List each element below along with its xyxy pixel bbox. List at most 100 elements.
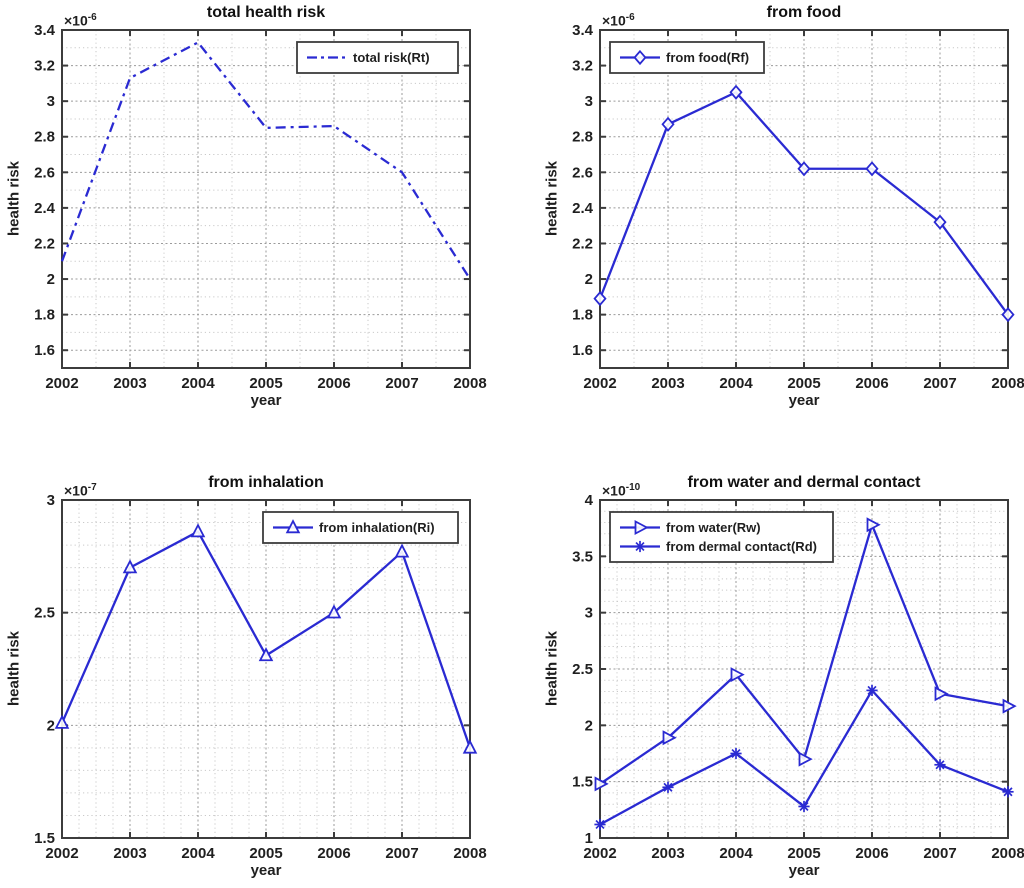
y-tick-label: 2.6 [572,164,593,181]
x-tick-label: 2006 [317,845,350,862]
plot-area-from-inhalation: 2002 2003 2004 2005 2006 2007 2008 1.5 2 2.5 3 from… [34,492,487,862]
y-tick-label: 3 [47,492,55,509]
y-tick-label: 4 [585,492,594,509]
x-tick-label: 2004 [181,375,215,392]
y-tick-label: 3 [585,605,593,622]
x-axis-label: year [788,862,820,879]
subplot-from-inhalation: 2002 2003 2004 2005 2006 2007 2008 1.5 2 2.5 3 from… [0,444,512,888]
x-tick-label: 2004 [719,375,753,392]
chart-title: from water and dermal contact [687,474,921,491]
triangle-right-marker [1002,698,1017,714]
x-tick-label: 2007 [385,375,418,392]
y-axis-exponent-label: ×10-6 [602,12,635,29]
x-tick-label: 2005 [787,845,820,862]
x-tick-label: 2008 [991,375,1024,392]
asterisk-marker [662,781,674,793]
legend-label: total risk(Rt) [353,50,430,65]
asterisk-marker [934,759,946,771]
diamond-marker [797,161,811,177]
y-tick-label: 2.8 [572,129,593,146]
diamond-marker [933,214,947,230]
y-tick-label: 2.2 [34,235,55,252]
x-axis-label: year [250,392,282,409]
triangle-right-marker [798,751,813,767]
x-tick-label: 2003 [113,845,146,862]
y-tick-label: 2.2 [572,235,593,252]
asterisk-marker [594,818,606,831]
triangle-right-marker [594,776,609,792]
axes-box [61,29,471,369]
diamond-marker [865,161,879,177]
y-tick-label: 2.4 [34,200,56,217]
x-tick-label: 2003 [651,845,684,862]
y-tick-label: 2.5 [572,661,593,678]
x-tick-label: 2005 [787,375,820,392]
diamond-marker [729,84,743,100]
triangle-up-marker [326,604,342,619]
y-tick-label: 3 [585,93,593,110]
x-tick-label: 2004 [181,845,215,862]
y-tick-label: 2 [585,717,593,734]
x-tick-label: 2008 [453,375,486,392]
subplot-from-water-and-dermal-contact: 2002 2003 2004 2005 2006 2007 2008 1 1.5 2 2.5 3 3.5… [512,444,1024,888]
x-tick-label: 2006 [855,845,888,862]
asterisk-marker [730,747,742,760]
x-tick-label: 2008 [453,845,486,862]
triangle-up-marker [258,647,274,662]
chart-title: from food [766,4,842,21]
legend-box [609,511,834,563]
diamond-marker [1001,307,1015,323]
x-tick-label: 2005 [249,845,282,862]
triangle-right-marker [866,517,881,533]
chart-title: total health risk [206,4,326,21]
axes-box [61,499,471,839]
x-tick-label: 2006 [855,375,888,392]
y-tick-label: 3.5 [572,548,593,565]
asterisk-marker [866,684,878,697]
x-tick-label: 2004 [719,845,753,862]
y-axis-exponent-label: ×10-7 [64,482,97,499]
x-axis-label: year [788,392,820,409]
y-tick-label: 3.4 [34,22,56,39]
subplot-from-food: 2002 2003 2004 2005 2006 2007 2008 1.6 1.8 2 2.2 2.… [512,0,1024,444]
x-tick-label: 2007 [923,375,956,392]
diamond-marker [593,291,607,307]
y-tick-label: 1.8 [34,307,55,324]
y-tick-label: 1 [585,830,593,847]
x-tick-label: 2002 [45,845,78,862]
y-tick-label: 2 [47,271,55,288]
axes-box [599,29,1009,369]
plot-area-total-health-risk: 2002 2003 2004 2005 2006 2007 2008 1.6 1.8 2 2.2 2.… [34,22,487,392]
y-tick-label: 3 [47,93,55,110]
subplot-total-health-risk: 2002 2003 2004 2005 2006 2007 2008 1.6 1.8 2 2.2 2.… [0,0,512,444]
triangle-up-marker [54,714,70,729]
triangle-right-marker [934,686,949,702]
y-axis-label: health risk [543,630,561,707]
y-tick-label: 1.6 [34,342,55,359]
triangle-up-marker [285,519,301,534]
plot-background [62,30,470,368]
y-tick-label: 2.6 [34,164,55,181]
y-axis-label: health risk [5,630,23,707]
x-tick-label: 2008 [991,845,1024,862]
y-tick-label: 2.5 [34,605,55,622]
diamond-marker [661,116,675,132]
y-tick-label: 1.8 [572,307,593,324]
x-tick-label: 2003 [113,375,146,392]
legend-label: from water(Rw) [666,520,761,535]
plot-area-from-food: 2002 2003 2004 2005 2006 2007 2008 1.6 1.8 2 2.2 2.… [572,22,1024,392]
x-tick-label: 2002 [583,375,616,392]
y-tick-label: 2 [585,271,593,288]
y-tick-label: 2.4 [572,200,594,217]
triangle-up-marker [190,523,206,538]
diamond-marker [633,49,647,66]
x-tick-label: 2007 [385,845,418,862]
x-axis-label: year [250,862,282,879]
legend-label: from inhalation(Ri) [319,520,435,535]
y-tick-label: 3.2 [572,58,593,75]
triangle-up-marker [394,543,410,558]
y-axis-exponent-label: ×10-6 [64,12,97,29]
axes-box [599,499,1009,839]
triangle-up-marker [122,559,138,574]
